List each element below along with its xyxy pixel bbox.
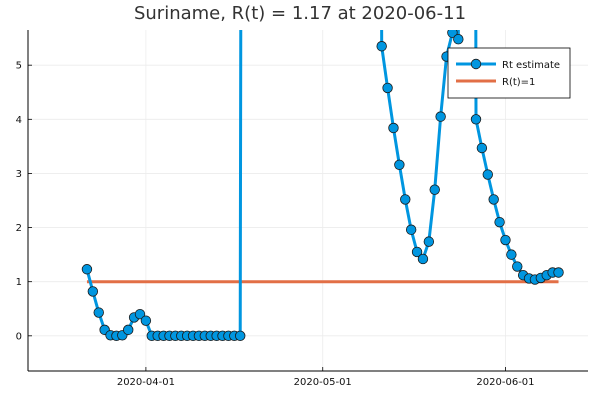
rt-point-26	[235, 330, 246, 342]
rt-point-47	[506, 249, 517, 260]
rt-point-1	[87, 286, 99, 297]
rt-point-35	[423, 236, 435, 247]
rt-point-41	[470, 114, 482, 125]
rt-point-43	[482, 169, 493, 180]
rt-point-10	[140, 315, 152, 326]
legend-swatch-marker-0	[470, 58, 482, 70]
rt-point-9	[134, 308, 146, 320]
rt-point-33	[411, 246, 423, 258]
plot-area	[81, 30, 564, 342]
rt-point-46	[500, 234, 511, 246]
rt-point-0	[81, 264, 93, 275]
rt-point-34	[417, 253, 429, 265]
legend-box	[447, 47, 571, 99]
rt-point-29	[388, 122, 399, 134]
rt-point-45	[494, 216, 505, 228]
rt-point-28	[382, 82, 393, 94]
x-tick-label-0: 2020-04-01	[117, 377, 175, 388]
rt-point-42	[476, 142, 488, 154]
x-tick-label-1: 2020-05-01	[294, 377, 352, 388]
rt-point-36	[429, 184, 440, 195]
rt-point-7	[123, 324, 134, 336]
axes	[27, 30, 588, 372]
rt-point-2	[93, 307, 104, 318]
rt-point-55	[553, 267, 564, 278]
tick-labels: 2020-04-01 2020-05-01 2020-06-01 0 1 2 3 4 5	[16, 61, 535, 388]
legend: Rt estimate R(t)=1	[447, 47, 571, 99]
rt-point-27	[376, 41, 387, 52]
rt-point-37	[435, 111, 446, 122]
rt-point-32	[405, 224, 417, 235]
y-tick-label-2: 2	[16, 223, 22, 234]
rt-point-44	[488, 194, 499, 205]
legend-label-1: R(t)=1	[502, 77, 535, 88]
y-tick-label-5: 5	[16, 61, 22, 72]
x-tick-label-2: 2020-06-01	[476, 377, 534, 388]
rt-point-30	[394, 159, 405, 170]
legend-label-0: Rt estimate	[502, 60, 560, 71]
y-tick-label-1: 1	[16, 277, 22, 288]
rt-point-31	[400, 194, 411, 205]
y-tick-label-4: 4	[16, 115, 22, 126]
rt-point-40	[453, 34, 464, 45]
rt-point-48	[512, 261, 523, 272]
y-tick-label-0: 0	[16, 331, 22, 342]
y-tick-label-3: 3	[16, 169, 22, 180]
chart-title: Suriname, R(t) = 1.17 at 2020-06-11	[134, 3, 466, 24]
